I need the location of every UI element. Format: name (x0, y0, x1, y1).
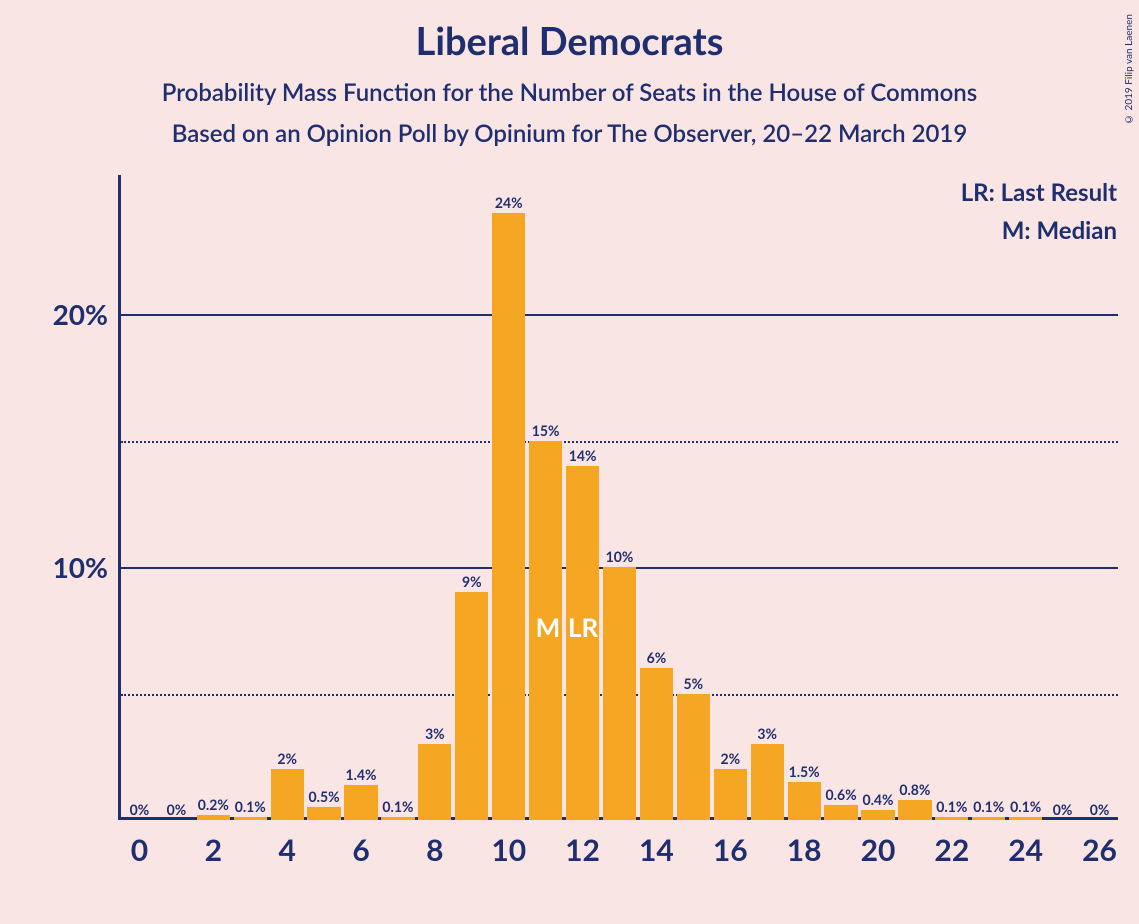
bar: 5% (677, 694, 710, 820)
y-axis (118, 175, 121, 820)
bar-value-label: 6% (647, 649, 667, 668)
bar: 10% (603, 567, 636, 820)
xtick-label: 10 (491, 820, 526, 868)
bar-value-label: 2% (277, 750, 297, 769)
bar-value-label: 0.1% (973, 798, 1004, 817)
xtick-label: 4 (278, 820, 295, 868)
bar: 3% (418, 744, 451, 820)
bar-value-label: 0.1% (235, 798, 266, 817)
chart-title: Liberal Democrats (0, 0, 1139, 64)
xtick-label: 14 (639, 820, 674, 868)
bar: 0.4% (861, 810, 894, 820)
gridline-minor (121, 441, 1118, 443)
bar: 2% (714, 769, 747, 820)
bar-marker: M (536, 611, 561, 643)
xtick-label: 18 (787, 820, 822, 868)
xtick-label: 20 (861, 820, 896, 868)
bar-value-label: 1.5% (789, 763, 820, 782)
bar: 2% (271, 769, 304, 820)
xtick-label: 22 (934, 820, 969, 868)
bar-value-label: 10% (606, 548, 634, 567)
chart-subtitle-1: Probability Mass Function for the Number… (0, 78, 1139, 107)
bar-value-label: 0.1% (1010, 798, 1041, 817)
bar: 0.5% (307, 807, 340, 820)
bar: 1.5% (788, 782, 821, 820)
bar-value-label: 0.2% (198, 796, 229, 815)
ytick-label: 20% (53, 297, 118, 331)
bar-value-label: 14% (569, 447, 597, 466)
bar-value-label: 1.4% (345, 766, 376, 785)
bar-value-label: 0% (130, 801, 150, 820)
copyright-text: © 2019 Filip van Laenen (1123, 14, 1135, 125)
pmf-bar-chart: 10%20%0%00%0.2%20.1%2%40.5%1.4%60.1%3%89… (118, 175, 1118, 820)
bar-value-label: 0% (1053, 801, 1073, 820)
bar: 9% (455, 592, 488, 820)
bar: 0.1% (381, 817, 414, 820)
bar-value-label: 0% (167, 801, 187, 820)
bar: 24% (492, 213, 525, 820)
xtick-label: 16 (713, 820, 748, 868)
bar-value-label: 5% (684, 675, 704, 694)
bar: 0.1% (234, 817, 267, 820)
bar: 6% (640, 668, 673, 820)
bar-value-label: 2% (720, 750, 740, 769)
xtick-label: 8 (426, 820, 443, 868)
bar-value-label: 0.6% (826, 786, 857, 805)
gridline-major (121, 314, 1118, 316)
xtick-label: 24 (1008, 820, 1043, 868)
xtick-label: 2 (205, 820, 222, 868)
xtick-label: 26 (1082, 820, 1117, 868)
bar: 3% (751, 744, 784, 820)
xtick-label: 12 (565, 820, 600, 868)
ytick-label: 10% (53, 550, 118, 584)
xtick-label: 0 (131, 820, 148, 868)
bar-value-label: 24% (495, 194, 523, 213)
bar-value-label: 0% (1090, 801, 1110, 820)
xtick-label: 6 (352, 820, 369, 868)
bar: 0.1% (972, 817, 1005, 820)
bar-value-label: 0.5% (309, 788, 340, 807)
bar: 0.6% (824, 805, 857, 820)
bar-value-label: 3% (757, 725, 777, 744)
chart-subtitle-2: Based on an Opinion Poll by Opinium for … (0, 119, 1139, 148)
bar: 0.8% (898, 800, 931, 820)
bar-value-label: 0.1% (936, 798, 967, 817)
bar-value-label: 9% (462, 573, 482, 592)
bar-marker: LR (568, 611, 598, 643)
bar: 1.4% (344, 785, 377, 820)
bar-value-label: 0.4% (862, 791, 893, 810)
bar-value-label: 0.8% (899, 781, 930, 800)
bar-value-label: 15% (532, 422, 560, 441)
bar-value-label: 3% (425, 725, 445, 744)
bar-value-label: 0.1% (382, 798, 413, 817)
